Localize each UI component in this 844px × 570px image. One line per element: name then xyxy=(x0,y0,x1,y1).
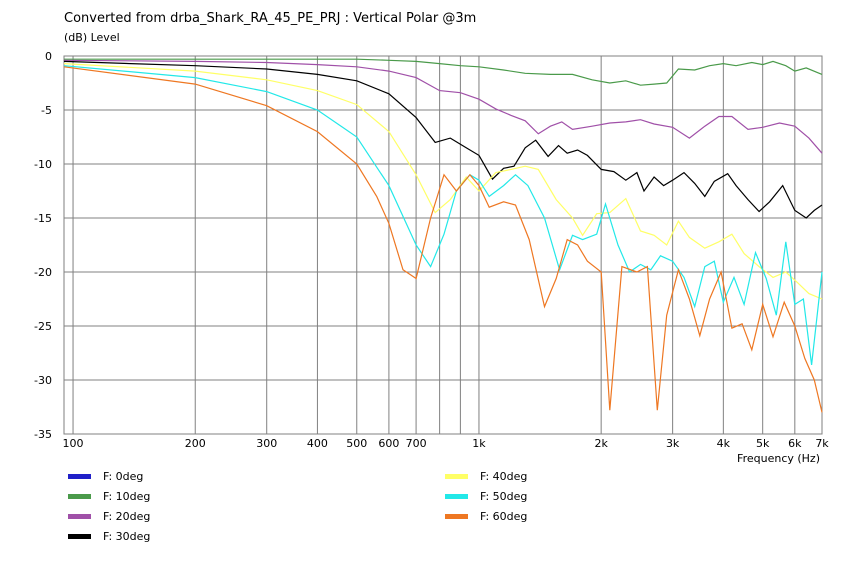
x-tick-label: 700 xyxy=(406,437,427,450)
y-tick-labels: 0 -5 -10 -15 -20 -25 -30 -35 xyxy=(34,50,52,441)
x-axis-label: Frequency (Hz) xyxy=(737,452,820,465)
x-tick-label: 200 xyxy=(185,437,206,450)
series-line-f-20deg xyxy=(63,59,823,154)
x-tick-label: 100 xyxy=(63,437,84,450)
y-tick-label: 0 xyxy=(45,50,52,63)
chart-title: Converted from drba_Shark_RA_45_PE_PRJ :… xyxy=(64,11,477,26)
x-tick-label: 2k xyxy=(594,437,608,450)
x-tick-label: 5k xyxy=(756,437,770,450)
y-tick-label: -10 xyxy=(34,158,52,171)
y-tick-label: -20 xyxy=(34,266,52,279)
x-tick-label: 500 xyxy=(346,437,367,450)
series-line-f-50deg xyxy=(63,65,823,365)
x-tick-label: 400 xyxy=(307,437,328,450)
x-tick-label: 7k xyxy=(815,437,829,450)
series-line-f-40deg xyxy=(63,63,823,300)
y-tick-label: -15 xyxy=(34,212,52,225)
x-tick-label: 600 xyxy=(378,437,399,450)
y-axis-unit-label: (dB) Level xyxy=(64,31,120,44)
series-line-f-30deg xyxy=(63,60,823,219)
x-tick-labels: 100 200 300 400 500 600 700 1k 2k 3k 4k 5k 6k 7k xyxy=(63,437,830,450)
y-tick-label: -35 xyxy=(34,428,52,441)
series-line-f-10deg xyxy=(64,58,823,86)
x-tick-label: 3k xyxy=(666,437,680,450)
y-tick-label: -30 xyxy=(34,374,52,387)
x-tick-label: 6k xyxy=(788,437,802,450)
plot-area xyxy=(63,55,823,435)
y-tick-label: -25 xyxy=(34,320,52,333)
x-tick-label: 4k xyxy=(717,437,731,450)
x-tick-label: 300 xyxy=(256,437,277,450)
series-lines xyxy=(63,58,823,413)
grid-lines xyxy=(64,55,822,435)
x-tick-label: 1k xyxy=(472,437,486,450)
series-line-f-60deg xyxy=(63,66,823,413)
y-tick-label: -5 xyxy=(41,104,52,117)
